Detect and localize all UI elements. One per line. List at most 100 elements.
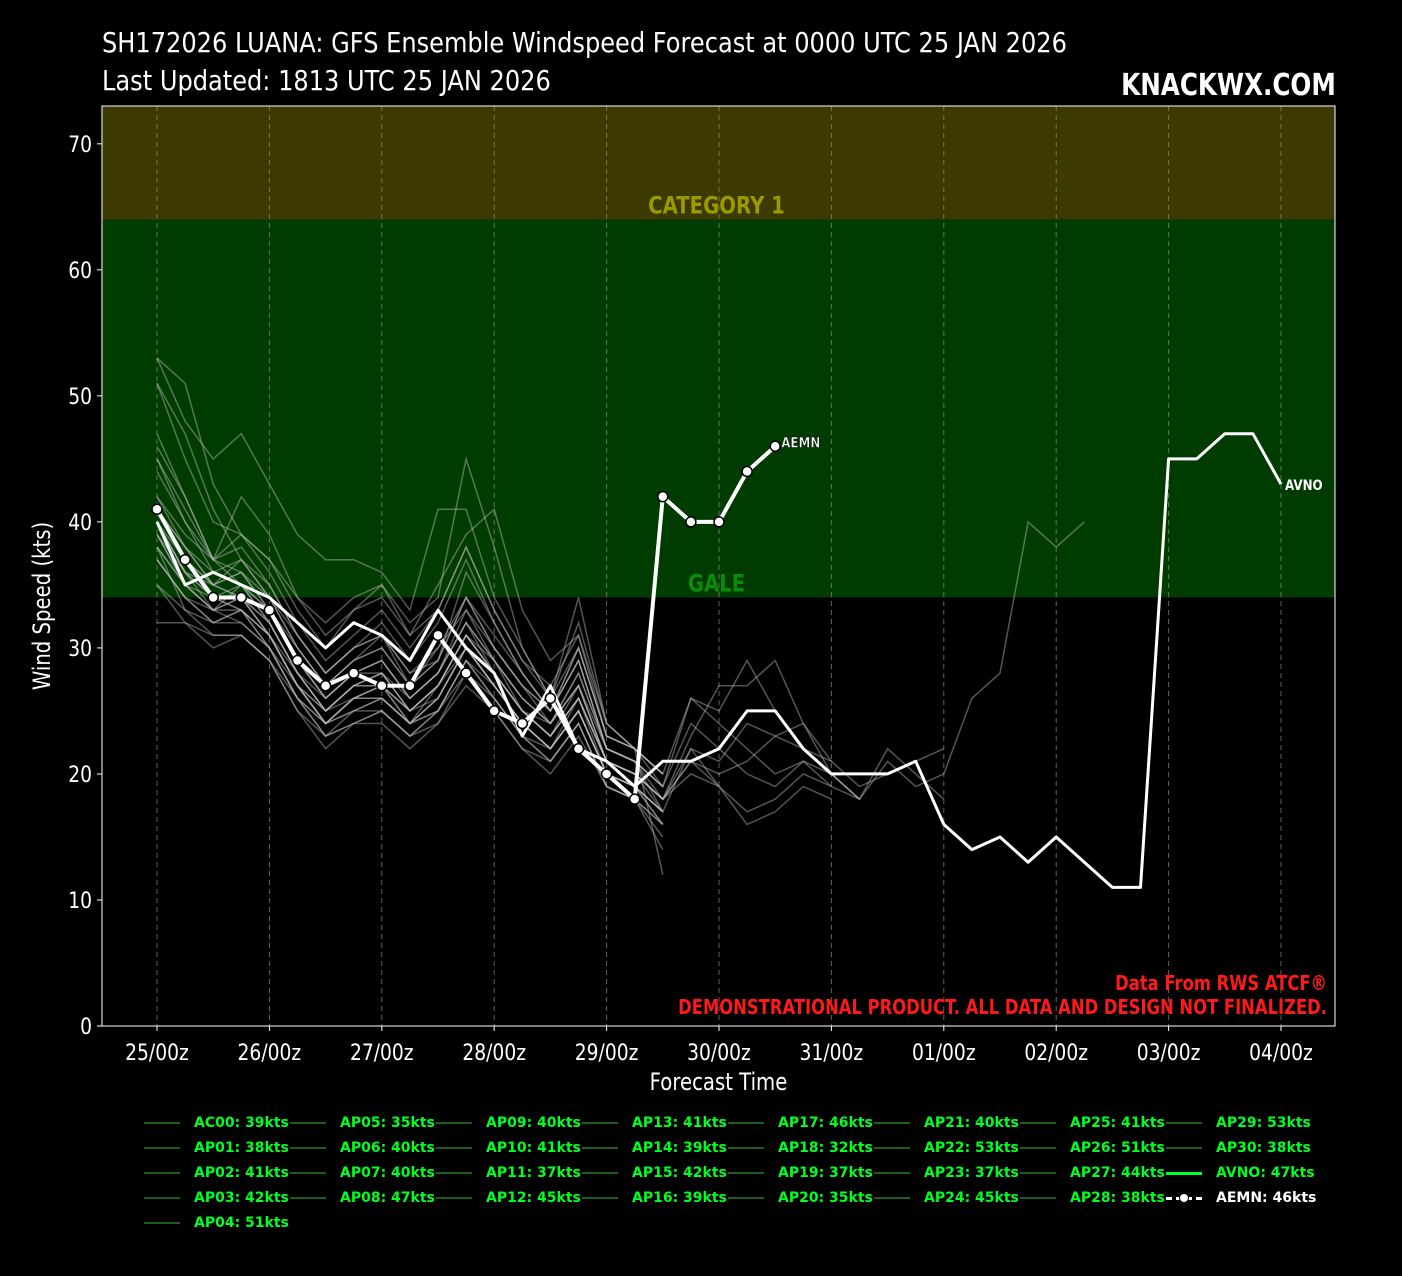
y-tick-label: 60 [68, 257, 92, 283]
legend-swatch [1166, 1122, 1202, 1124]
disclaimer-note: DEMONSTRATIONAL PRODUCT. ALL DATA AND DE… [678, 997, 1327, 1020]
legend-label: AP03: 42kts [194, 1190, 289, 1206]
legend-label: AP15: 42kts [632, 1165, 727, 1181]
y-tick-label: 10 [68, 887, 92, 913]
legend-item-ap01: AP01: 38kts [144, 1137, 289, 1159]
legend-item-aemn: AEMN: 46kts [1166, 1187, 1316, 1209]
legend-item-ap07: AP07: 40kts [290, 1162, 435, 1184]
x-tick-label: 27/00z [350, 1040, 414, 1066]
legend-item-ap25: AP25: 41kts [1020, 1112, 1165, 1134]
series-point-aemn [628, 793, 641, 805]
legend-label: AP25: 41kts [1070, 1115, 1165, 1131]
series-point-aemn [376, 679, 388, 692]
legend-item-ap21: AP21: 40kts [874, 1112, 1019, 1134]
series-point-aemn [432, 629, 444, 642]
legend-item-ap22: AP22: 53kts [874, 1137, 1019, 1159]
legend-label: AP01: 38kts [194, 1140, 289, 1156]
legend-swatch [436, 1122, 472, 1124]
legend-item-ap12: AP12: 45kts [436, 1187, 581, 1209]
series-line-avno [155, 432, 1283, 889]
series-line-ap23 [156, 559, 664, 825]
legend-label: AVNO: 47kts [1216, 1165, 1315, 1181]
legend-item-ap24: AP24: 45kts [874, 1187, 1019, 1209]
series-point-aemn [713, 516, 725, 528]
y-tick-label: 20 [68, 761, 92, 787]
series-line-ap29 [156, 357, 664, 875]
y-tick-label: 30 [68, 635, 92, 661]
series-line-ap18 [157, 621, 664, 838]
legend-label: AP13: 41kts [632, 1115, 727, 1131]
legend-swatch [1166, 1147, 1202, 1149]
series-line-ap04 [156, 382, 664, 813]
legend-label: AP26: 51kts [1070, 1140, 1165, 1156]
x-tick-label: 02/00z [1024, 1040, 1088, 1066]
legend-item-ap03: AP03: 42kts [144, 1187, 289, 1209]
legend-swatch [144, 1172, 180, 1174]
legend-item-ap08: AP08: 47kts [290, 1187, 435, 1209]
legend-swatch [144, 1122, 180, 1124]
data-source-note: Data From RWS ATCF® [1115, 973, 1327, 996]
series-point-aemn [179, 553, 191, 566]
y-tick-label: 70 [68, 131, 92, 157]
legend-label: AP04: 51kts [194, 1215, 289, 1231]
series-point-aemn [544, 692, 557, 705]
series-label-avno: AVNO [1285, 478, 1323, 494]
legend-item-ap17: AP17: 46kts [728, 1112, 873, 1134]
series-label-aemn: AEMN [781, 435, 820, 451]
legend-label: AP20: 35kts [778, 1190, 873, 1206]
band-label: GALE [688, 571, 745, 598]
legend-swatch [144, 1147, 180, 1149]
legend-swatch [1020, 1122, 1056, 1124]
legend-item-ap05: AP05: 35kts [290, 1112, 435, 1134]
y-axis-label: Wind Speed (kts) [29, 522, 56, 690]
series-point-aemn [769, 440, 781, 453]
series-point-aemn [741, 465, 753, 478]
band-label: CATEGORY 1 [648, 193, 785, 220]
x-tick-label: 29/00z [575, 1040, 639, 1066]
legend-swatch [582, 1172, 618, 1174]
series-point-aemn [207, 591, 219, 604]
series-point-aemn [319, 679, 332, 692]
x-tick-label: 30/00z [687, 1040, 751, 1066]
x-tick-label: 25/00z [125, 1040, 189, 1066]
legend-item-ap04: AP04: 51kts [144, 1212, 289, 1234]
legend-label: AP19: 37kts [778, 1165, 873, 1181]
legend-label: AP30: 38kts [1216, 1140, 1311, 1156]
legend-label: AP14: 39kts [632, 1140, 727, 1156]
legend-item-ap02: AP02: 41kts [144, 1162, 289, 1184]
legend-label: AP21: 40kts [924, 1115, 1019, 1131]
series-point-aemn [657, 490, 669, 503]
legend-swatch [874, 1172, 910, 1174]
series-line-ap24 [156, 455, 664, 787]
legend-item-ap29: AP29: 53kts [1166, 1112, 1311, 1134]
x-tick-label: 31/00z [800, 1040, 864, 1066]
legend-item-ap14: AP14: 39kts [582, 1137, 727, 1159]
series-line-ap22 [156, 357, 861, 800]
legend-swatch [728, 1172, 764, 1174]
legend-label: AP11: 37kts [486, 1165, 581, 1181]
legend-swatch [290, 1197, 326, 1199]
legend-label: AP18: 32kts [778, 1140, 873, 1156]
legend-label: AP22: 53kts [924, 1140, 1019, 1156]
legend-swatch [290, 1147, 326, 1149]
series-line-ap21 [156, 520, 1085, 813]
legend-item-ap27: AP27: 44kts [1020, 1162, 1165, 1184]
legend-label: AP07: 40kts [340, 1165, 435, 1181]
y-tick-label: 0 [80, 1014, 92, 1040]
series-line-ac00 [156, 534, 720, 801]
x-tick-label: 28/00z [462, 1040, 526, 1066]
legend-swatch [436, 1172, 472, 1174]
legend-swatch [290, 1122, 326, 1124]
legend-swatch [582, 1122, 618, 1124]
plot-frame [101, 105, 1336, 1027]
legend-swatch [728, 1147, 764, 1149]
chart-title: SH172026 LUANA: GFS Ensemble Windspeed F… [102, 26, 1067, 59]
legend-swatch [144, 1197, 180, 1199]
legend-label: AP29: 53kts [1216, 1115, 1311, 1131]
series-line-ap26 [156, 383, 664, 775]
legend-item-ac00: AC00: 39kts [144, 1112, 289, 1134]
series-line-ap19 [156, 559, 664, 813]
legend-swatch [1020, 1172, 1056, 1174]
legend-item-ap19: AP19: 37kts [728, 1162, 873, 1184]
